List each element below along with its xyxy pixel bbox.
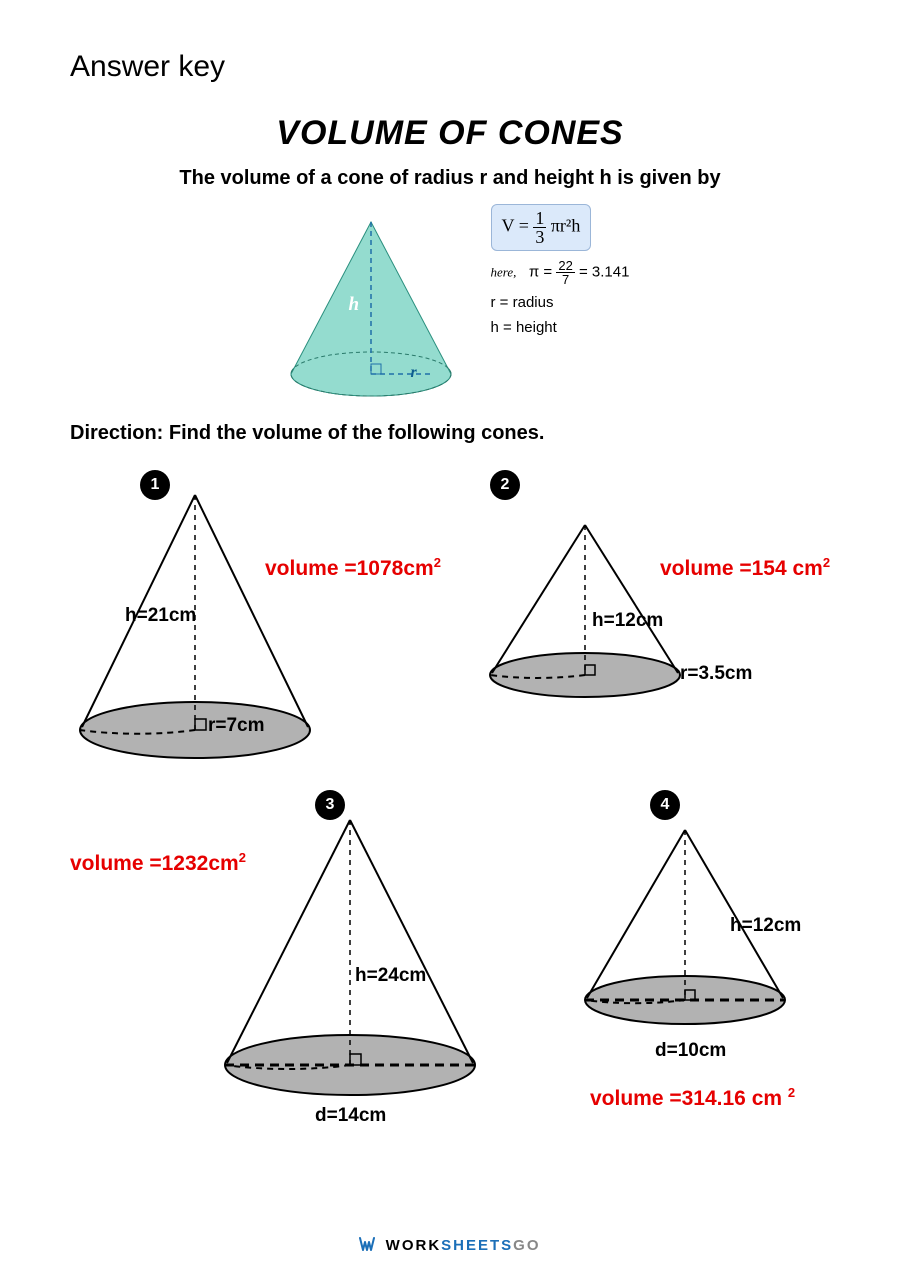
footer-brand: WORKSHEETSGO (0, 1236, 900, 1256)
p1-ans-exp: 2 (434, 555, 441, 570)
p1-h-label: h=21cm (125, 605, 196, 627)
p4-ans-exp: 2 (788, 1085, 795, 1100)
p4-ans-prefix: volume = (590, 1087, 682, 1110)
pi-num: 22 (556, 259, 574, 273)
h-note: h = height (491, 319, 630, 336)
formula-notes: here, π = 22 7 = 3.141 r = radius h = he… (491, 259, 630, 336)
formula-diagram-row: h r V = 1 3 πr²h here, π = 22 7 = 3.141 … (70, 204, 830, 404)
p3-ans-val: 1232cm (162, 852, 239, 875)
formula-intro: The volume of a cone of radius r and hei… (70, 167, 830, 190)
pi-sym: π = (529, 263, 552, 280)
formula-rhs: πr²h (551, 216, 580, 236)
formula-frac: 1 3 (533, 209, 546, 246)
formula-lhs: V = (502, 216, 529, 236)
problems-area: 1 h=21cm r=7cm volume =1078cm2 2 h=12cm … (70, 455, 830, 1235)
badge-3: 3 (315, 790, 345, 820)
formula-side: V = 1 3 πr²h here, π = 22 7 = 3.141 r = … (491, 204, 630, 344)
problem-3: 3 h=24cm d=14cm volume =1232cm2 (210, 795, 490, 1105)
p1-ans-val: 1078cm (357, 557, 434, 580)
formula-box: V = 1 3 πr²h (491, 204, 592, 251)
p3-ans-exp: 2 (239, 850, 246, 865)
p1-ans-prefix: volume = (265, 557, 357, 580)
p2-r-label: r=3.5cm (680, 663, 752, 685)
p3-d-label: d=14cm (315, 1105, 386, 1127)
p1-r-label: r=7cm (208, 715, 265, 737)
p4-h-label: h=12cm (730, 915, 801, 937)
page-title: VOLUME OF CONES (70, 114, 830, 153)
brand-icon (359, 1236, 375, 1256)
p3-answer: volume =1232cm2 (70, 850, 246, 876)
ref-h-label: h (349, 294, 360, 316)
badge-1: 1 (140, 470, 170, 500)
problem-4: 4 h=12cm d=10cm volume =314.16 cm 2 (570, 795, 800, 1035)
badge-4: 4 (650, 790, 680, 820)
p2-ans-prefix: volume = (660, 557, 752, 580)
p1-answer: volume =1078cm2 (265, 555, 441, 581)
formula-num: 1 (533, 209, 546, 228)
p3-ans-prefix: volume = (70, 852, 162, 875)
p4-d-label: d=10cm (655, 1040, 726, 1062)
cone-3-svg (210, 795, 490, 1105)
reference-cone: h r (271, 204, 471, 404)
brand-c: GO (513, 1237, 540, 1254)
p3-h-label: h=24cm (355, 965, 426, 987)
cone-2-svg (480, 475, 690, 705)
p2-h-label: h=12cm (592, 610, 663, 632)
p4-ans-val: 314.16 cm (682, 1087, 782, 1110)
problem-1: 1 h=21cm r=7cm volume =1078cm2 (70, 475, 320, 765)
direction-text: Direction: Find the volume of the follow… (70, 422, 830, 445)
r-note: r = radius (491, 294, 630, 311)
p2-ans-val: 154 cm (752, 557, 823, 580)
answer-key-label: Answer key (70, 50, 830, 84)
pi-den: 7 (556, 273, 574, 286)
ref-r-label: r (411, 364, 417, 382)
p4-answer: volume =314.16 cm 2 (590, 1085, 795, 1111)
p2-answer: volume =154 cm2 (660, 555, 830, 581)
badge-2: 2 (490, 470, 520, 500)
pi-frac: 22 7 (556, 259, 574, 286)
brand-b: SHEETS (441, 1237, 513, 1254)
formula-den: 3 (533, 228, 546, 246)
brand-a: WORK (386, 1237, 442, 1254)
problem-2: 2 h=12cm r=3.5cm volume =154 cm2 (480, 475, 690, 705)
p2-ans-exp: 2 (823, 555, 830, 570)
pi-val: = 3.141 (579, 263, 629, 280)
reference-cone-svg (271, 204, 471, 404)
pi-note-prefix: here, (491, 264, 517, 279)
